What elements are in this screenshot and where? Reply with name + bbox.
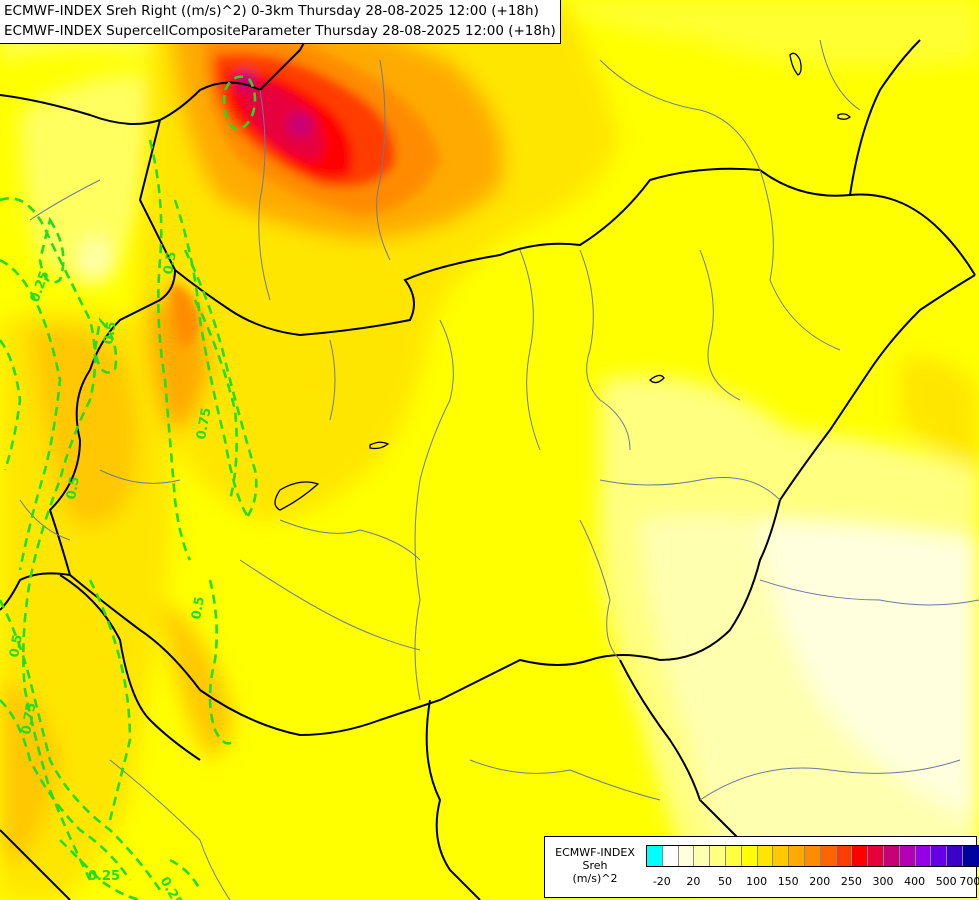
contour-label: 0.5 xyxy=(7,633,26,658)
contour-label: 0.5 xyxy=(189,595,208,620)
legend-swatch xyxy=(804,846,821,866)
legend-tick-label: 300 xyxy=(872,875,894,888)
legend-tick-label: -20 xyxy=(652,875,671,888)
lakes xyxy=(274,52,851,511)
legend-swatch xyxy=(647,846,663,866)
contour-label: 0.5 xyxy=(64,475,83,500)
legend-title-line2: Sreh xyxy=(582,859,608,872)
legend-tick-label: 500 xyxy=(935,875,957,888)
legend-swatch xyxy=(820,846,837,866)
country-borders xyxy=(0,14,976,900)
legend-tick-label: 200 xyxy=(809,875,831,888)
legend-swatch xyxy=(741,846,758,866)
legend-tick-label: 700 xyxy=(959,875,979,888)
legend-swatch xyxy=(725,846,742,866)
legend-swatch xyxy=(836,846,853,866)
legend-swatches xyxy=(646,845,979,867)
legend-swatch xyxy=(868,846,884,866)
legend-swatch xyxy=(947,846,963,866)
legend-ticks: -20 20 50 100 150 200 250 300 400 500 700 xyxy=(646,875,979,889)
regional-borders xyxy=(19,39,979,900)
legend-tick-label: 50 xyxy=(718,875,732,888)
legend-swatch xyxy=(694,846,711,866)
map-title-box: ECMWF-INDEX Sreh Right ((m/s)^2) 0-3km T… xyxy=(0,0,561,44)
legend-swatch xyxy=(852,846,869,866)
title-line-scp: ECMWF-INDEX SupercellCompositeParameter … xyxy=(4,23,556,39)
legend-title-line1: ECMWF-INDEX xyxy=(555,846,635,859)
legend-swatch xyxy=(789,846,805,866)
legend-tick-label: 250 xyxy=(840,875,862,888)
legend-swatch xyxy=(883,846,900,866)
legend-swatch xyxy=(915,846,932,866)
legend-title-line3: (m/s)^2 xyxy=(572,872,618,885)
legend-tick-label: 100 xyxy=(746,875,768,888)
legend-swatch xyxy=(662,846,679,866)
contour-label: 0.75 xyxy=(194,406,214,440)
legend-swatch xyxy=(899,846,916,866)
contour-label: 0.5 xyxy=(161,250,180,275)
legend-tick-label: 400 xyxy=(904,875,926,888)
title-line-sreh: ECMWF-INDEX Sreh Right ((m/s)^2) 0-3km T… xyxy=(4,3,539,19)
color-legend: ECMWF-INDEX Sreh (m/s)^2 -20 20 50 100 150 20… xyxy=(544,836,979,898)
legend-tick-label: 150 xyxy=(777,875,799,888)
legend-swatch xyxy=(710,846,726,866)
contour-label: 0.25 xyxy=(88,869,120,884)
legend-swatch xyxy=(931,846,948,866)
legend-swatch xyxy=(678,846,695,866)
legend-swatch xyxy=(757,846,774,866)
legend-swatch xyxy=(962,846,979,866)
legend-title: ECMWF-INDEX Sreh (m/s)^2 xyxy=(547,846,643,885)
legend-tick-label: 20 xyxy=(686,875,701,888)
contour-label: 0.75 xyxy=(19,701,39,735)
scp-contours xyxy=(0,75,258,900)
contour-label: 0.5 xyxy=(101,320,120,345)
legend-swatch xyxy=(773,846,790,866)
